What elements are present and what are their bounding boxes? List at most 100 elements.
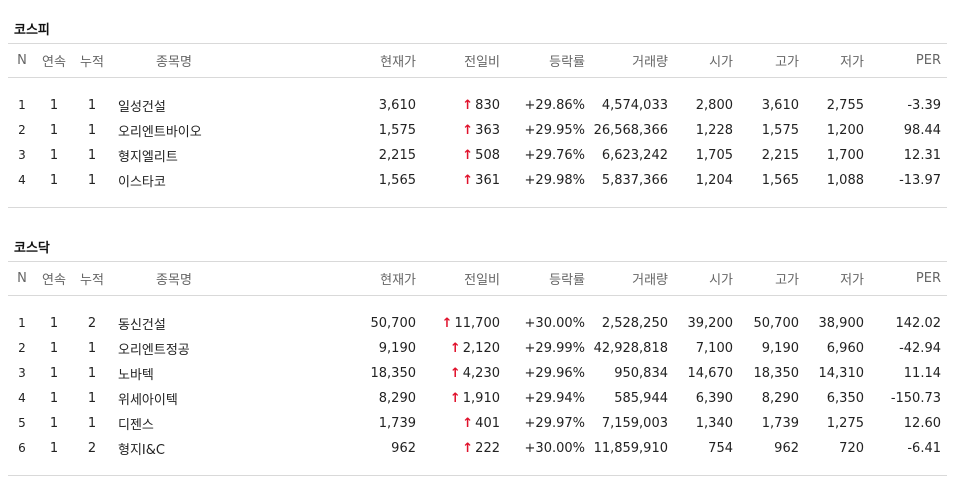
up-arrow-icon: ↑: [462, 440, 474, 456]
low-price-cell: 2,755: [826, 97, 864, 113]
open-price-cell: 1,340: [695, 415, 733, 431]
change-rate-cell: +29.98%: [524, 172, 585, 188]
kosdaq-table-body: 1 1 2 동신건설 50,700 ↑ 11,700 +30.00% 2,528,250 39,2…: [8, 296, 947, 476]
col-header-low[interactable]: 저가: [799, 43, 864, 78]
change-rate-cell: +30.00%: [524, 440, 585, 456]
stock-name-link[interactable]: 노바텍: [118, 367, 154, 383]
col-header-volume[interactable]: 거래량: [585, 43, 668, 78]
table-row: 4 1 1 위세아이텍 8,290 ↑ 1,910 +29.94% 585,944 6,390 8,…: [8, 386, 947, 411]
section-title-kospi: 코스피: [14, 23, 50, 38]
col-header-open[interactable]: 시가: [668, 261, 733, 296]
spacer-cell: [8, 192, 947, 208]
change-value: 363: [475, 122, 500, 138]
up-arrow-icon: ↑: [462, 122, 474, 138]
rank-cell: 6: [18, 441, 26, 455]
col-header-volume[interactable]: 거래량: [585, 261, 668, 296]
volume-cell: 11,859,910: [593, 440, 668, 456]
stock-name-link[interactable]: 형지I&C: [118, 442, 165, 458]
stock-name-cell: 노바텍: [112, 361, 230, 386]
consecutive-cell: 1: [49, 97, 59, 113]
kosdaq-table: N 연속 누적 종목명 현재가 전일비 등락률 거래량 시가 고가 저가 PER…: [8, 261, 947, 476]
stock-name-link[interactable]: 동신건설: [118, 317, 166, 333]
change-value: 401: [475, 415, 500, 431]
col-header-cumulative[interactable]: 누적: [72, 43, 112, 78]
high-price-cell: 1,565: [761, 172, 799, 188]
stock-name-link[interactable]: 위세아이텍: [118, 392, 178, 408]
spacer-cell: [8, 460, 947, 476]
col-header-consecutive[interactable]: 연속: [36, 261, 72, 296]
stock-name-link[interactable]: 이스타코: [118, 174, 166, 190]
high-price-cell: 2,215: [761, 147, 799, 163]
change-cell: ↑ 2,120: [416, 336, 500, 361]
stock-name-link[interactable]: 일성건설: [118, 99, 166, 115]
change-value: 11,700: [454, 315, 501, 331]
col-header-rate[interactable]: 등락률: [500, 43, 585, 78]
stock-name-cell: 오리엔트바이오: [112, 118, 230, 143]
table-row: 3 1 1 노바텍 18,350 ↑ 4,230 +29.96% 950,834 14,670 18…: [8, 361, 947, 386]
col-header-price[interactable]: 현재가: [230, 261, 416, 296]
volume-cell: 950,834: [614, 365, 668, 381]
per-cell: 142.02: [895, 315, 942, 331]
consecutive-cell: 1: [49, 415, 59, 431]
change-rate-cell: +29.94%: [524, 390, 585, 406]
col-header-open[interactable]: 시가: [668, 43, 733, 78]
per-cell: 12.31: [903, 147, 941, 163]
col-header-diff[interactable]: 전일비: [416, 43, 500, 78]
stock-name-link[interactable]: 디젠스: [118, 417, 154, 433]
high-price-cell: 9,190: [761, 340, 799, 356]
volume-cell: 42,928,818: [593, 340, 668, 356]
rank-cell: 5: [18, 416, 26, 430]
kospi-section: 코스피 N 연속 누적 종목명 현재가 전일비 등락률 거래량 시가 고가: [8, 19, 947, 208]
change-value: 830: [475, 97, 500, 113]
change-rate-cell: +29.96%: [524, 365, 585, 381]
high-price-cell: 8,290: [761, 390, 799, 406]
col-header-low[interactable]: 저가: [799, 261, 864, 296]
col-header-high[interactable]: 고가: [733, 261, 799, 296]
high-price-cell: 50,700: [753, 315, 800, 331]
col-header-rate[interactable]: 등락률: [500, 261, 585, 296]
col-header-per[interactable]: PER: [864, 261, 947, 296]
stock-name-cell: 일성건설: [112, 93, 230, 118]
col-header-per[interactable]: PER: [864, 43, 947, 78]
col-header-n[interactable]: N: [8, 261, 36, 296]
change-cell: ↑ 222: [416, 436, 500, 461]
up-arrow-icon: ↑: [441, 315, 453, 331]
col-header-cumulative[interactable]: 누적: [72, 261, 112, 296]
col-header-consecutive[interactable]: 연속: [36, 43, 72, 78]
open-price-cell: 7,100: [695, 340, 733, 356]
spacer-cell: [8, 78, 947, 93]
stock-name-link[interactable]: 오리엔트바이오: [118, 124, 202, 140]
open-price-cell: 1,705: [695, 147, 733, 163]
table-row: 2 1 1 오리엔트정공 9,190 ↑ 2,120 +29.99% 42,928,818 7,1…: [8, 336, 947, 361]
cumulative-cell: 1: [87, 172, 97, 188]
col-header-high[interactable]: 고가: [733, 43, 799, 78]
cumulative-cell: 1: [87, 365, 97, 381]
open-price-cell: 1,228: [695, 122, 733, 138]
up-arrow-icon: ↑: [449, 365, 461, 381]
change-value: 508: [475, 147, 500, 163]
per-cell: -13.97: [899, 172, 941, 188]
col-header-name[interactable]: 종목명: [112, 261, 230, 296]
open-price-cell: 14,670: [687, 365, 734, 381]
cumulative-cell: 1: [87, 97, 97, 113]
per-cell: -6.41: [907, 440, 941, 456]
stock-name-cell: 위세아이텍: [112, 386, 230, 411]
rank-cell: 3: [18, 148, 26, 162]
col-header-name[interactable]: 종목명: [112, 43, 230, 78]
table-header: N 연속 누적 종목명 현재가 전일비 등락률 거래량 시가 고가 저가 PER: [8, 43, 947, 78]
change-rate-cell: +29.95%: [524, 122, 585, 138]
stock-name-cell: 동신건설: [112, 311, 230, 336]
change-value: 1,910: [462, 390, 500, 406]
col-header-diff[interactable]: 전일비: [416, 261, 500, 296]
rank-cell: 2: [18, 341, 26, 355]
consecutive-cell: 1: [49, 122, 59, 138]
stock-name-cell: 오리엔트정공: [112, 336, 230, 361]
col-header-n[interactable]: N: [8, 43, 36, 78]
header-row: N 연속 누적 종목명 현재가 전일비 등락률 거래량 시가 고가 저가 PER: [8, 43, 947, 78]
low-price-cell: 1,700: [826, 147, 864, 163]
stock-name-link[interactable]: 오리엔트정공: [118, 342, 190, 358]
col-header-price[interactable]: 현재가: [230, 43, 416, 78]
stock-name-link[interactable]: 형지엘리트: [118, 149, 178, 165]
volume-cell: 26,568,366: [593, 122, 668, 138]
price-cell: 1,575: [378, 122, 416, 138]
